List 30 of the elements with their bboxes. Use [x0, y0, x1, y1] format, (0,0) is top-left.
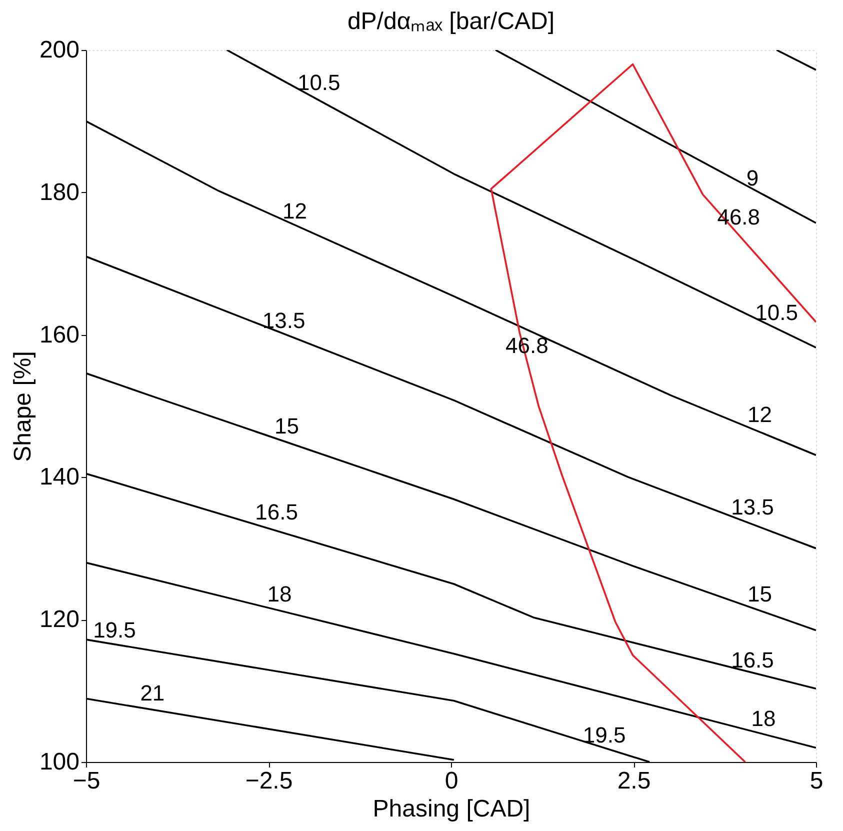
- y-tick-label: 140: [39, 464, 80, 491]
- line-series: [490, 63, 816, 762]
- annotation: 9: [746, 166, 759, 191]
- annotation: 16.5: [731, 648, 774, 673]
- y-tick-label: 120: [39, 606, 80, 634]
- y-tick-label: 200: [39, 36, 80, 64]
- x-axis-title: Phasing [CAD]: [372, 796, 530, 822]
- annotation: 12: [748, 402, 772, 427]
- x-tick-label: 5: [810, 768, 824, 794]
- annotation: 10.5: [297, 70, 340, 96]
- annotation: 21: [140, 680, 165, 706]
- x-tick-label: −2.5: [245, 768, 293, 794]
- annotation: 15: [274, 413, 299, 438]
- annotation: 12: [282, 198, 308, 224]
- annotation: 19.5: [582, 722, 626, 748]
- y-tick-label: 160: [39, 321, 80, 348]
- x-tick-label: 0: [444, 768, 458, 794]
- x-tick-label: 2.5: [617, 768, 651, 794]
- chart-title: dP/dαₘₐₓ [bar/CAD]: [347, 8, 555, 35]
- annotation: 13.5: [262, 308, 306, 333]
- annotation: 10.5: [755, 300, 798, 326]
- annotation: 18: [751, 706, 776, 731]
- annotation: 19.5: [93, 618, 136, 643]
- y-tick-label: 180: [39, 178, 80, 206]
- annotation: 16.5: [255, 499, 298, 524]
- annotation: 18: [267, 581, 292, 606]
- y-axis-title: Shape [%]: [9, 351, 36, 462]
- annotation: 15: [748, 581, 772, 606]
- annotation: 13.5: [731, 494, 774, 520]
- y-tick-label: 100: [39, 748, 80, 776]
